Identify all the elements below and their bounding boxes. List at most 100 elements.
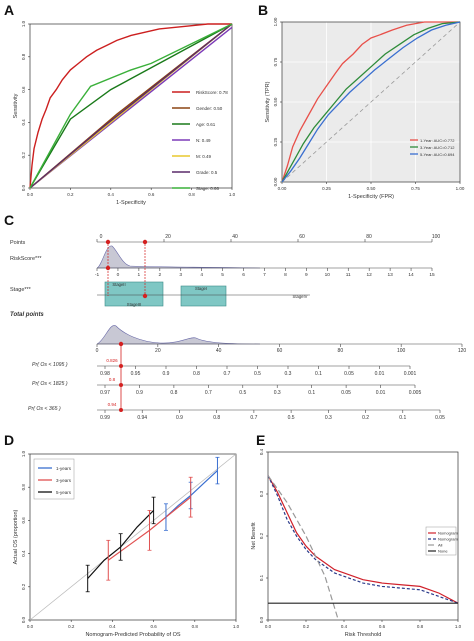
x-tick-label-B: 0.75 (411, 186, 420, 191)
total-points-density (96, 325, 261, 345)
legend-label-a-4: M: 0.49 (196, 154, 212, 159)
nomogram-tick-label: 15 (429, 272, 435, 278)
nomogram-tick-label: 9 (305, 272, 308, 278)
marker-point (105, 265, 111, 271)
y-tick-label-A: 0.6 (21, 86, 26, 93)
panel-label-b: B (258, 2, 269, 18)
y-tick-label-E: 0.4 (259, 448, 264, 455)
x-tick-label-D: 0.6 (150, 624, 157, 629)
legend-label-e-0: Nomogram (438, 531, 458, 536)
x-tick-label-A: 0.8 (188, 192, 195, 197)
y-axis-label-D: Actual OS (proportion) (13, 509, 19, 564)
nomogram-tick-label: 13 (387, 272, 393, 278)
nomogram-tick-label: 0.001 (404, 371, 417, 377)
nomogram-tick-label: 100 (432, 234, 441, 240)
y-tick-label-A: 0.0 (21, 184, 26, 191)
x-axis-label-E: Risk Threshold (345, 632, 382, 638)
legend-label-a-0: RiskScore: 0.78 (196, 90, 228, 95)
stage-tag-label: StageII (112, 282, 125, 287)
x-tick-label-A: 0.4 (108, 192, 115, 197)
marker-value-label: 0.8 (109, 377, 116, 382)
nomogram-tick-label: 0 (117, 272, 120, 278)
series-line-A-6 (29, 23, 233, 189)
y-tick-label-A: 0.4 (21, 119, 26, 126)
nomogram-tick-label: 0.3 (274, 390, 281, 396)
nomogram-tick-label: 5 (221, 272, 224, 278)
marker-point (142, 239, 148, 245)
legend-label-a-5: Grade: 0.5 (196, 170, 218, 175)
marker-point (118, 341, 124, 347)
legend-label-e-2: All (438, 543, 443, 548)
y-tick-label-E: 0.0 (259, 616, 264, 623)
y-axis-label-B: Sensitivity (TPR) (265, 81, 271, 122)
legend-label-b-1: 3-Year: AUC=0.712 (420, 145, 455, 150)
nomogram-tick-label: 0.9 (136, 390, 143, 396)
stage-tag-label: StageIV (293, 294, 308, 299)
x-tick-label-B: 0.50 (367, 186, 376, 191)
y-tick-label-A: 1.0 (21, 20, 26, 27)
y-axis-label-A: Sensitivity (13, 93, 19, 118)
y-tick-label-D: 0.0 (21, 616, 26, 623)
nomogram-tick-label: 2 (158, 272, 161, 278)
panel-label-a: A (4, 2, 15, 18)
x-tick-label-E: 1.0 (455, 624, 462, 629)
legend-label-a-3: N: 0.49 (196, 138, 211, 143)
series-line-B-0 (281, 21, 460, 183)
marker-point (119, 364, 123, 368)
nomogram-row-label: Pr( Os < 1825 ) (32, 381, 68, 387)
y-tick-label-E: 0.2 (259, 532, 264, 539)
series-line-B-1 (281, 21, 461, 183)
panel-label-c: C (4, 212, 15, 228)
nomogram-tick-label: 40 (216, 348, 222, 354)
x-tick-label-B: 0.25 (322, 186, 331, 191)
stage-tag-label: StageIII (127, 302, 141, 307)
nomogram-tick-label: 80 (366, 234, 372, 240)
nomogram-tick-label: 0.7 (205, 390, 212, 396)
nomogram-tick-label: 0.1 (308, 390, 315, 396)
x-tick-label-D: 0.4 (109, 624, 116, 629)
nomogram-tick-label: 12 (367, 272, 373, 278)
series-line-E-1 (267, 475, 459, 604)
y-tick-label-D: 1.0 (21, 450, 26, 457)
nomogram-tick-label: 80 (338, 348, 344, 354)
legend-label-d-2: 5-years (56, 490, 72, 495)
nomogram-tick-label: 0.9 (176, 415, 183, 421)
nomogram-tick-label: 60 (277, 348, 283, 354)
legend-label-a-6: Stage: 0.66 (196, 186, 220, 191)
y-axis-label-E: Net Benefit (251, 522, 257, 550)
nomogram-tick-label: 20 (155, 348, 161, 354)
nomogram-tick-label: 0.97 (100, 390, 110, 396)
x-tick-label-A: 0.0 (27, 192, 34, 197)
marker-value-label: 0.826 (106, 358, 118, 363)
legend-label-d-1: 3-years (56, 478, 72, 483)
nomogram-tick-label: 0.01 (375, 371, 385, 377)
y-tick-label-E: 0.1 (259, 574, 264, 581)
x-axis-label-A: 1-Specificity (116, 200, 146, 206)
nomogram-row-label: Total points (10, 312, 44, 318)
nomogram-tick-label: 40 (232, 234, 238, 240)
series-line-E-0 (267, 475, 459, 604)
nomogram-tick-label: 11 (346, 272, 351, 278)
plot-frame-D (29, 453, 237, 621)
nomogram-row-label: Stage*** (10, 287, 32, 293)
series-line-E-2 (267, 475, 339, 621)
stage-box (104, 281, 164, 307)
legend-label-e-3: None (438, 549, 448, 554)
y-tick-label-D: 0.4 (21, 550, 26, 557)
nomogram-tick-label: 0.7 (250, 415, 257, 421)
nomogram-tick-label: 0.005 (409, 390, 422, 396)
legend-label-a-2: Age: 0.61 (196, 122, 216, 127)
nomogram-tick-label: 0.5 (239, 390, 246, 396)
nomogram-row-label: Pr( Os < 1095 ) (32, 362, 68, 368)
series-line-A-5 (29, 23, 233, 189)
marker-point (142, 293, 148, 299)
series-line-B-2 (281, 21, 461, 183)
marker-point (105, 239, 111, 245)
x-tick-label-E: 0.2 (303, 624, 310, 629)
nomogram-tick-label: 0.01 (376, 390, 386, 396)
series-line-A-2 (29, 23, 233, 189)
nomogram-tick-label: 0.8 (170, 390, 177, 396)
nomogram-tick-label: 0.99 (100, 415, 110, 421)
reference-diagonal-B (281, 21, 461, 183)
nomogram-tick-label: 60 (299, 234, 305, 240)
